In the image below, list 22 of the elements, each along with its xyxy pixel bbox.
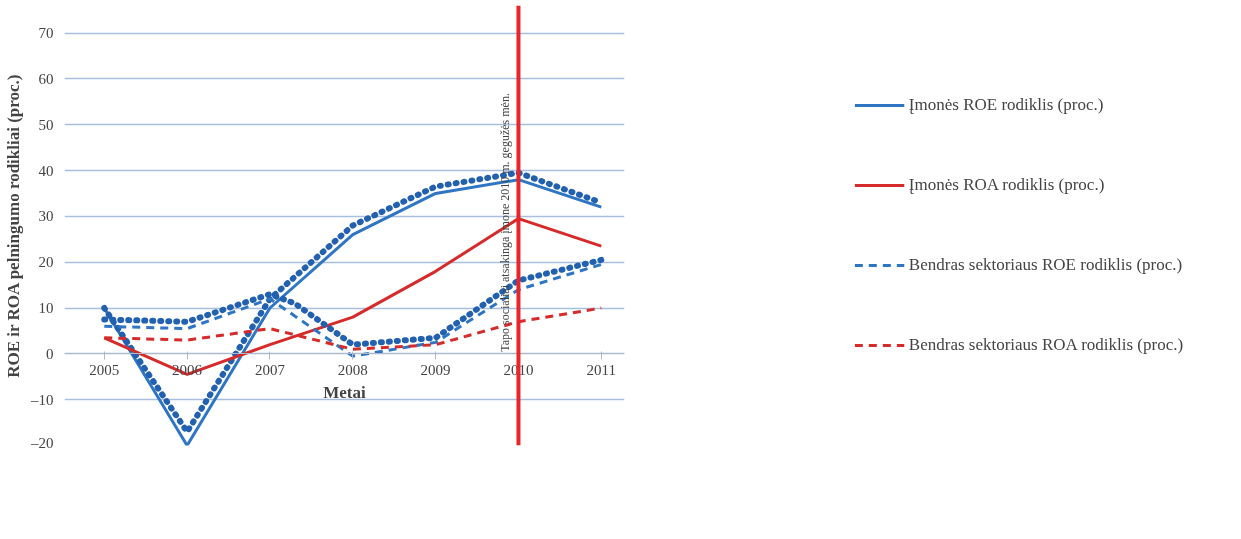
y-tick-label: 10 [38, 300, 54, 316]
y-axis-title: ROE ir ROA pelningumo rodikliai (proc.) [4, 74, 23, 378]
y-tick-label: 40 [38, 162, 54, 179]
legend-label: Įmonės ROE rodiklis (proc.) [908, 95, 1104, 115]
x-tick-label: 2009 [420, 361, 451, 378]
legend-label: Bendras sektoriaus ROE rodiklis (proc.) [908, 255, 1183, 275]
y-tick-label: 0 [46, 345, 54, 362]
x-tick-label: 2008 [337, 361, 368, 378]
y-tick-label: 30 [38, 208, 54, 225]
ref-line-label: Tapo socialiai atsakinga įmone 2010 m. gegužės mėn. [498, 93, 513, 352]
x-tick-label: 2007 [254, 361, 286, 378]
legend-label: Bendras sektoriaus ROA rodiklis (proc.) [908, 335, 1184, 355]
x-tick-label: 2005 [89, 361, 120, 378]
x-axis-title: Metai [323, 382, 367, 402]
y-tick-label: –10 [30, 391, 54, 408]
y-tick-label: 50 [38, 116, 54, 133]
y-tick-label: –20 [30, 434, 54, 451]
x-tick-label: 2011 [586, 361, 617, 378]
y-tick-label: 20 [38, 254, 54, 271]
y-tick-label: 70 [38, 25, 54, 41]
legend-label: Įmonės ROA rodiklis (proc.) [908, 175, 1105, 195]
y-tick-label: 60 [38, 70, 54, 87]
